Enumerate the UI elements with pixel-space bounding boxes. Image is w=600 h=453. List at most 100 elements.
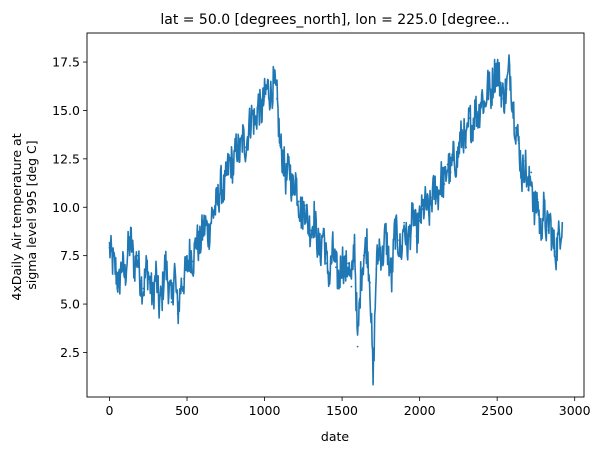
data-point (409, 229, 412, 232)
data-point (555, 250, 557, 253)
data-point (459, 140, 461, 143)
data-point (347, 262, 350, 265)
data-point (477, 115, 480, 118)
data-point (170, 301, 173, 304)
data-point (486, 84, 489, 87)
plot-area (86, 32, 585, 398)
data-point (210, 214, 213, 216)
x-tick-label: 1000 (249, 403, 281, 418)
x-tick-label: 1500 (326, 403, 358, 418)
data-point (490, 92, 492, 94)
data-point (111, 260, 114, 263)
data-point (214, 208, 216, 211)
y-axis-label-line-2: sigma level 995 [deg C] (24, 140, 39, 289)
data-point (558, 233, 561, 236)
data-point (276, 97, 278, 100)
data-point (552, 243, 554, 245)
data-point (496, 66, 499, 69)
data-point (431, 196, 433, 199)
data-point (282, 157, 285, 160)
data-point (434, 185, 437, 187)
x-tick-label: 0 (106, 403, 114, 418)
data-point (127, 248, 129, 251)
data-point (452, 156, 455, 158)
data-point (207, 233, 210, 236)
data-point (353, 237, 356, 240)
data-point (536, 198, 539, 201)
data-point (108, 247, 111, 249)
data-point (424, 202, 427, 205)
data-point (378, 243, 381, 245)
data-point (462, 130, 464, 133)
x-tick-label: 3000 (559, 403, 591, 418)
data-point (155, 272, 157, 274)
data-point (384, 231, 387, 234)
data-point (341, 256, 343, 259)
data-point (328, 276, 331, 278)
data-point (369, 281, 371, 284)
data-point (186, 266, 188, 269)
data-point (524, 159, 526, 162)
data-point (449, 171, 452, 174)
data-point (446, 163, 449, 166)
data-point (548, 217, 551, 220)
data-point (350, 285, 353, 288)
data-point (322, 227, 325, 230)
data-point (511, 101, 514, 104)
x-tick-label: 500 (175, 403, 199, 418)
data-point (412, 212, 415, 214)
data-point (406, 247, 409, 249)
data-point (152, 297, 154, 300)
data-point (245, 146, 247, 149)
data-point (539, 231, 542, 234)
data-point (415, 235, 418, 238)
data-point (254, 123, 257, 125)
data-point (164, 260, 167, 263)
data-point (204, 223, 207, 226)
data-point (117, 285, 120, 288)
data-point (502, 97, 505, 100)
data-point (269, 94, 272, 96)
data-point (130, 239, 133, 242)
data-point (161, 293, 164, 296)
data-point (505, 88, 508, 91)
x-axis: 0 500 1000 1500 2000 2500 3000 (106, 397, 591, 418)
data-point (356, 345, 359, 348)
data-point (133, 266, 136, 269)
data-point (443, 183, 446, 185)
data-point (257, 103, 260, 106)
data-point (263, 95, 266, 98)
y-tick-label: 2.5 (60, 345, 80, 360)
data-point (465, 146, 468, 149)
data-point (260, 111, 263, 114)
x-tick-label: 2000 (404, 403, 436, 418)
data-point (291, 190, 294, 193)
data-point (195, 237, 198, 240)
data-point (198, 247, 201, 249)
data-point (397, 239, 399, 242)
data-point (220, 183, 223, 185)
data-point (455, 161, 458, 164)
data-point (313, 216, 316, 218)
data-point (545, 229, 548, 232)
data-point (176, 312, 179, 315)
data-point (375, 268, 378, 271)
data-point (372, 380, 375, 383)
x-axis-label: date (321, 429, 349, 444)
data-point (201, 229, 204, 232)
data-point (307, 221, 309, 224)
data-point (139, 279, 142, 282)
data-point (226, 169, 229, 172)
data-point (493, 74, 495, 77)
data-point (514, 126, 517, 129)
data-point (403, 221, 406, 224)
data-point (229, 159, 232, 162)
data-point (297, 200, 300, 203)
data-point (303, 204, 306, 207)
data-point (499, 82, 502, 85)
x-tick-label: 2500 (481, 403, 513, 418)
data-point (362, 254, 365, 257)
y-tick-label: 17.5 (52, 55, 80, 70)
data-point (437, 192, 440, 195)
